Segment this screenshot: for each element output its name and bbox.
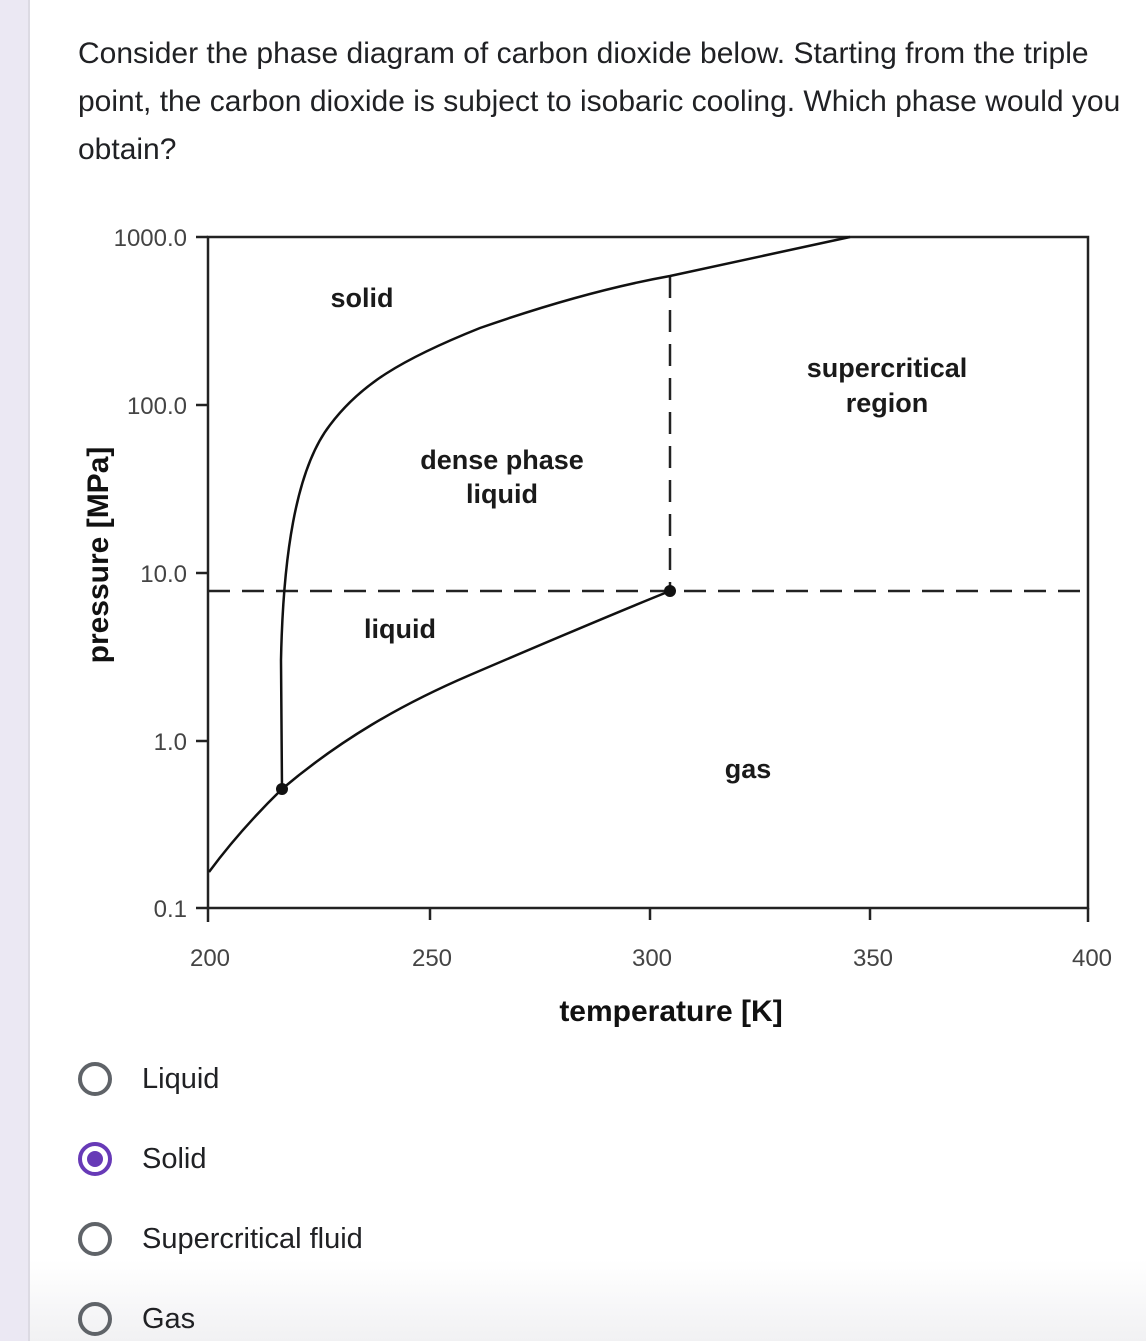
y-tick-label: 0.1 — [154, 896, 187, 923]
sublimation-curve — [207, 788, 283, 873]
x-axis-title: temperature [K] — [559, 995, 782, 1028]
option-label: Supercritical fluid — [142, 1222, 363, 1255]
region-label-liquid: liquid — [364, 614, 436, 644]
y-tick-label: 100.0 — [127, 393, 187, 420]
option-liquid[interactable]: Liquid — [78, 1054, 219, 1104]
option-label: Gas — [142, 1302, 196, 1335]
y-tick-label: 1000.0 — [114, 225, 187, 252]
option-solid[interactable]: Solid — [78, 1134, 207, 1184]
region-label-region: region — [846, 388, 929, 418]
plot-frame — [206, 235, 1090, 910]
y-axis — [196, 235, 208, 910]
x-axis — [206, 908, 1090, 922]
x-tick-label: 300 — [632, 945, 672, 972]
x-tick-label: 400 — [1072, 945, 1112, 972]
region-label-solid: solid — [330, 283, 393, 313]
option-label: Liquid — [142, 1062, 220, 1095]
option-gas[interactable]: Gas — [78, 1294, 195, 1344]
x-tick-label: 350 — [853, 945, 893, 972]
region-label-supercritical: supercritical — [807, 353, 968, 383]
y-tick-label: 1.0 — [154, 729, 187, 756]
region-label-dense-phase: dense phase — [420, 445, 584, 475]
x-tick-label: 200 — [190, 945, 230, 972]
left-sidebar-strip — [0, 0, 30, 1341]
option-label: Solid — [142, 1142, 207, 1175]
x-tick-label: 250 — [412, 945, 452, 972]
melting-curve — [279, 235, 851, 790]
bottom-fade — [30, 1260, 1146, 1341]
y-tick-label: 10.0 — [140, 561, 187, 588]
radio-unchecked-icon[interactable] — [78, 1062, 112, 1096]
vaporization-curve — [281, 589, 671, 790]
option-supercritical-fluid[interactable]: Supercritical fluid — [78, 1214, 363, 1264]
radio-checked-icon[interactable] — [78, 1142, 112, 1176]
triple-point-marker — [276, 783, 288, 795]
question-text: Consider the phase diagram of carbon dio… — [78, 37, 1121, 166]
radio-unchecked-icon[interactable] — [78, 1222, 112, 1256]
y-axis-title: pressure [MPa] — [82, 447, 115, 664]
region-label-gas: gas — [725, 754, 772, 784]
phase-diagram-chart: 1000.0 100.0 10.0 1.0 0.1 200 250 300 35… — [82, 225, 1112, 1028]
radio-unchecked-icon[interactable] — [78, 1302, 112, 1336]
critical-point-marker — [664, 585, 676, 597]
region-label-dense-liquid: liquid — [466, 479, 538, 509]
